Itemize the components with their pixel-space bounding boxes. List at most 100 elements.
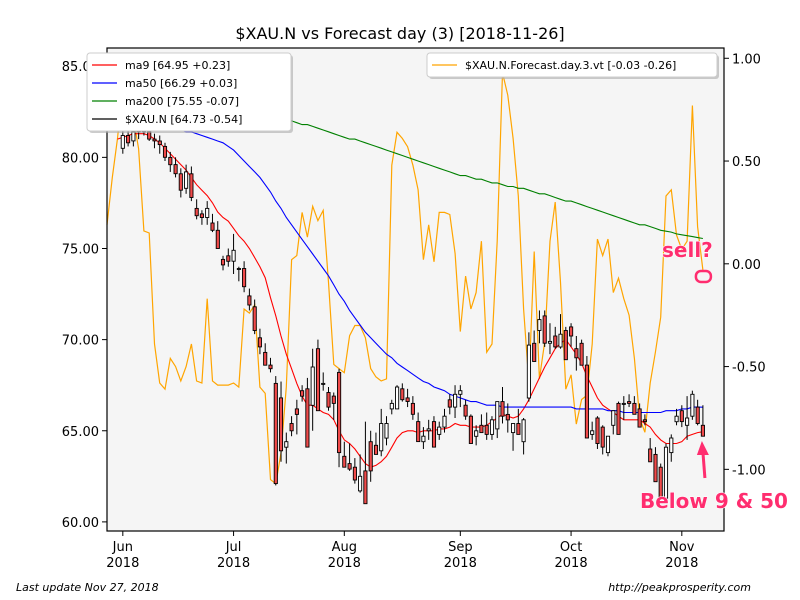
y-right-tick-label: 1.00 — [732, 52, 761, 67]
candle — [563, 326, 568, 361]
candle — [484, 412, 489, 440]
candle — [537, 310, 542, 344]
candle — [421, 427, 426, 449]
candle — [516, 408, 521, 435]
y-left-tick-label: 80.00 — [62, 151, 99, 166]
candle — [489, 416, 495, 440]
candle-body-down — [616, 402, 621, 435]
candle-body-down — [416, 421, 421, 443]
candle — [627, 394, 632, 408]
candle — [511, 423, 516, 451]
candle-body-up — [131, 131, 136, 142]
candle-body-down — [278, 397, 284, 452]
candle — [315, 339, 321, 412]
candle-body-up — [674, 415, 679, 423]
candle — [273, 376, 278, 486]
candle-body-down — [410, 402, 415, 415]
candle-body-down — [542, 315, 547, 344]
candle — [437, 421, 442, 440]
candle — [695, 399, 700, 426]
candle — [263, 343, 268, 366]
candle-body-up — [310, 366, 315, 406]
candle-body-up — [521, 419, 526, 443]
candle-body-up — [663, 446, 669, 499]
candle-body-down — [595, 417, 600, 444]
candle-body-down — [648, 448, 653, 463]
candle — [184, 164, 189, 194]
candle — [474, 425, 479, 446]
candle — [574, 335, 579, 371]
candle — [199, 210, 204, 225]
candle-body-down — [642, 419, 647, 423]
candles-layer — [120, 117, 705, 505]
candle-body-down — [468, 415, 473, 444]
candle-body-down — [352, 466, 357, 481]
candle-body-up — [421, 435, 426, 443]
y-left-tick-label: 65.00 — [62, 425, 99, 440]
legend-label: ma50 [66.29 +0.03] — [125, 77, 237, 90]
footer-last-update: Last update Nov 27, 2018 — [16, 581, 159, 594]
candle-body-down — [157, 140, 162, 146]
candle-body-down — [347, 463, 352, 470]
candle-body-up — [426, 428, 431, 432]
candle — [395, 385, 400, 410]
candle — [685, 396, 690, 440]
candle — [247, 288, 252, 311]
candle — [300, 385, 305, 402]
candle — [389, 399, 394, 415]
candle — [252, 299, 257, 335]
candle — [584, 356, 589, 439]
candle-body-up — [611, 410, 616, 426]
candle-body-up — [590, 430, 595, 435]
candle — [257, 328, 262, 355]
candle — [700, 405, 705, 437]
candle — [162, 142, 168, 162]
candle — [384, 416, 389, 446]
candle-body-up — [511, 423, 516, 434]
candle — [416, 412, 421, 443]
candle-body-down — [505, 413, 510, 421]
candle-body-down — [252, 306, 257, 331]
candle — [405, 388, 410, 408]
candle-body-down — [653, 453, 658, 483]
candle — [347, 443, 352, 471]
candle-body-down — [126, 135, 131, 144]
candle — [194, 199, 199, 220]
candle-body-up — [690, 393, 695, 417]
x-tick-label-month: Nov — [669, 540, 695, 555]
candle-body-down — [637, 408, 642, 428]
candle — [205, 201, 210, 225]
y-left-tick-label: 60.00 — [62, 516, 99, 531]
legend-right-box — [426, 52, 718, 78]
candle — [305, 377, 310, 448]
series-line-ma50 — [117, 120, 703, 414]
candle-body-down — [178, 173, 183, 191]
candle — [373, 432, 379, 455]
candle — [289, 416, 294, 437]
candle — [653, 447, 658, 483]
candle-body-down — [189, 173, 194, 198]
candle — [268, 357, 273, 373]
candle-body-down — [273, 382, 278, 485]
candle-body-down — [632, 402, 637, 415]
candle — [379, 408, 384, 457]
annotation-arrowhead — [696, 441, 709, 455]
candle — [632, 396, 637, 415]
candle-body-down — [516, 423, 521, 435]
candle-body-up — [605, 435, 611, 454]
candle — [231, 233, 236, 275]
footer-source-url: http://peakprosperity.com — [608, 581, 751, 594]
candle — [648, 438, 653, 463]
legend-label: $XAU.N.Forecast.day.3.vt [-0.03 -0.26] — [465, 59, 676, 72]
x-tick-label-year: 2018 — [444, 556, 477, 571]
y-left-tick-label: 75.00 — [62, 242, 99, 257]
candle-body-up — [384, 423, 389, 439]
candle-body-down — [431, 421, 437, 448]
candle — [642, 414, 647, 426]
candle-body-up — [395, 386, 400, 410]
axes-layer: 60.0065.0070.0075.0080.0085.00-1.00-0.50… — [62, 52, 766, 571]
candle-body-down — [574, 348, 579, 359]
candle — [342, 441, 347, 468]
candle-body-down — [658, 466, 663, 499]
candle-body-up — [205, 207, 210, 218]
